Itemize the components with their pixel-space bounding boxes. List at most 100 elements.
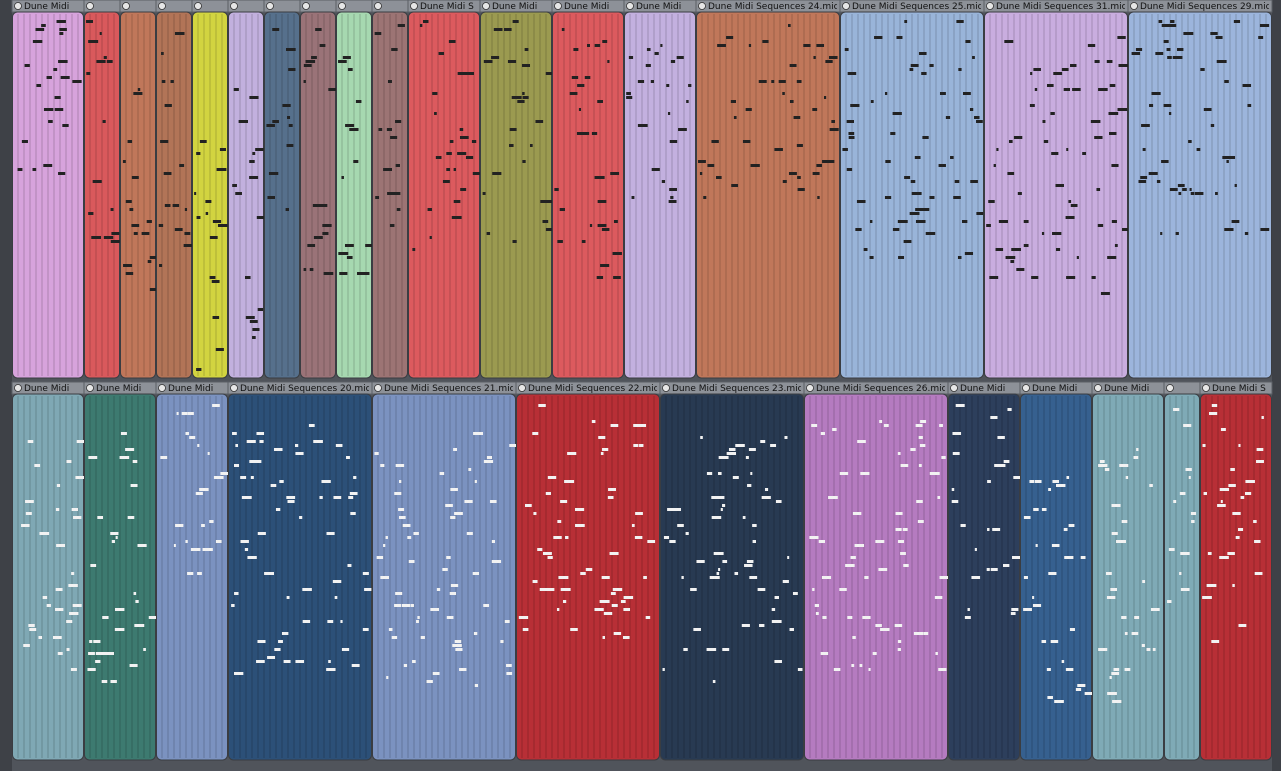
midi-note bbox=[53, 68, 58, 71]
midi-note bbox=[910, 64, 919, 67]
clip-label: Dune Midi bbox=[960, 384, 1005, 394]
midi-note bbox=[733, 116, 737, 119]
midi-note bbox=[1210, 32, 1218, 35]
midi-clip[interactable] bbox=[1163, 381, 1201, 761]
midi-clip[interactable]: Dune Midi Sequences 31.mic bbox=[983, 0, 1132, 379]
midi-clip[interactable]: Dune Midi Sequences 25.mic bbox=[839, 0, 985, 379]
midi-clip[interactable]: Dune Midi bbox=[1091, 381, 1165, 761]
midi-note bbox=[750, 472, 753, 475]
midi-clip[interactable]: Dune Midi Sequences 20.mic bbox=[227, 381, 373, 761]
midi-note bbox=[146, 220, 152, 223]
midi-note bbox=[179, 164, 185, 167]
midi-note bbox=[560, 500, 568, 503]
midi-note bbox=[554, 188, 559, 191]
midi-note bbox=[1167, 56, 1172, 59]
midi-note bbox=[486, 232, 491, 235]
midi-note bbox=[883, 424, 889, 427]
midi-note bbox=[88, 40, 99, 43]
midi-clip[interactable]: Dune Midi bbox=[83, 381, 159, 761]
clip-icon bbox=[302, 2, 310, 10]
midi-clip[interactable] bbox=[83, 0, 121, 379]
midi-clip[interactable]: Dune Midi bbox=[11, 0, 85, 379]
midi-note bbox=[831, 120, 835, 123]
midi-note bbox=[270, 484, 277, 487]
midi-note bbox=[207, 452, 210, 455]
midi-note bbox=[547, 556, 553, 559]
midi-clip[interactable] bbox=[263, 0, 301, 379]
midi-note bbox=[666, 84, 670, 87]
midi-note bbox=[1013, 476, 1021, 479]
midi-note bbox=[1041, 508, 1047, 511]
midi-clip[interactable] bbox=[335, 0, 373, 379]
midi-note bbox=[848, 132, 855, 135]
clip-label: Dune Midi Sequences 24.mic bbox=[708, 2, 839, 12]
midi-note bbox=[832, 428, 837, 431]
midi-note bbox=[594, 176, 598, 179]
midi-clip[interactable]: Dune Midi bbox=[479, 0, 553, 379]
midi-note bbox=[607, 496, 614, 499]
midi-note bbox=[1141, 644, 1145, 647]
midi-clip[interactable]: Dune Midi Sequences 22.mic bbox=[515, 381, 661, 761]
midi-note bbox=[267, 656, 276, 659]
midi-note bbox=[256, 432, 265, 435]
midi-clip[interactable] bbox=[191, 0, 229, 379]
midi-note bbox=[32, 40, 43, 43]
midi-clip[interactable]: Dune Midi Sequences 24.mic bbox=[695, 0, 841, 379]
midi-note bbox=[1203, 492, 1207, 495]
midi-note bbox=[669, 540, 676, 543]
midi-note bbox=[1244, 492, 1252, 495]
midi-note bbox=[1041, 232, 1045, 235]
midi-note bbox=[522, 96, 529, 99]
midi-note bbox=[86, 72, 91, 75]
midi-note bbox=[103, 236, 114, 239]
midi-note bbox=[1134, 616, 1140, 619]
midi-note bbox=[303, 80, 306, 83]
midi-clip[interactable]: Dune Midi bbox=[623, 0, 697, 379]
midi-note bbox=[921, 72, 927, 75]
midi-note bbox=[731, 184, 739, 187]
midi-note bbox=[910, 448, 916, 451]
midi-clip[interactable]: Dune Midi S bbox=[1199, 381, 1273, 761]
midi-note bbox=[565, 536, 569, 539]
midi-clip[interactable] bbox=[119, 0, 160, 379]
midi-note bbox=[884, 196, 892, 199]
midi-clip[interactable]: Dune Midi bbox=[11, 381, 85, 761]
midi-note bbox=[662, 668, 665, 671]
midi-note bbox=[683, 648, 688, 651]
midi-note bbox=[717, 472, 722, 475]
midi-note bbox=[558, 576, 569, 579]
midi-clip[interactable]: Dune Midi bbox=[1019, 381, 1093, 761]
midi-note bbox=[127, 516, 135, 519]
midi-clip[interactable]: Dune Midi bbox=[155, 381, 230, 761]
midi-clip[interactable]: Dune Midi Sequences 26.mic bbox=[803, 381, 949, 761]
midi-note bbox=[1253, 520, 1257, 523]
midi-clip[interactable] bbox=[155, 0, 193, 379]
midi-note bbox=[135, 600, 139, 603]
midi-note bbox=[1168, 548, 1175, 551]
midi-clip[interactable] bbox=[299, 0, 338, 379]
midi-note bbox=[803, 44, 811, 47]
midi-note bbox=[646, 48, 651, 51]
midi-note bbox=[1152, 648, 1156, 651]
midi-note bbox=[1005, 256, 1016, 259]
midi-note bbox=[205, 212, 209, 215]
midi-clip[interactable]: Dune Midi S bbox=[407, 0, 482, 379]
midi-note bbox=[822, 160, 831, 163]
midi-note bbox=[575, 508, 585, 511]
midi-note bbox=[1069, 628, 1075, 631]
midi-note bbox=[1244, 232, 1249, 235]
midi-note bbox=[1106, 572, 1112, 575]
clip-icon bbox=[266, 2, 274, 10]
midi-note bbox=[247, 556, 254, 559]
midi-clip[interactable]: Dune Midi bbox=[551, 0, 625, 379]
midi-clip[interactable]: Dune Midi Sequences 29.mic bbox=[1127, 0, 1273, 379]
midi-clip[interactable] bbox=[227, 0, 267, 379]
midi-note bbox=[698, 160, 706, 163]
midi-clip[interactable]: Dune Midi bbox=[947, 381, 1022, 761]
clip-body bbox=[84, 11, 120, 379]
midi-clip[interactable]: Dune Midi Sequences 21.mic bbox=[371, 381, 517, 761]
midi-note bbox=[931, 472, 937, 475]
midi-clip[interactable]: Dune Midi Sequences 23.mic bbox=[659, 381, 805, 761]
midi-clip[interactable] bbox=[371, 0, 409, 379]
midi-note bbox=[607, 60, 610, 63]
